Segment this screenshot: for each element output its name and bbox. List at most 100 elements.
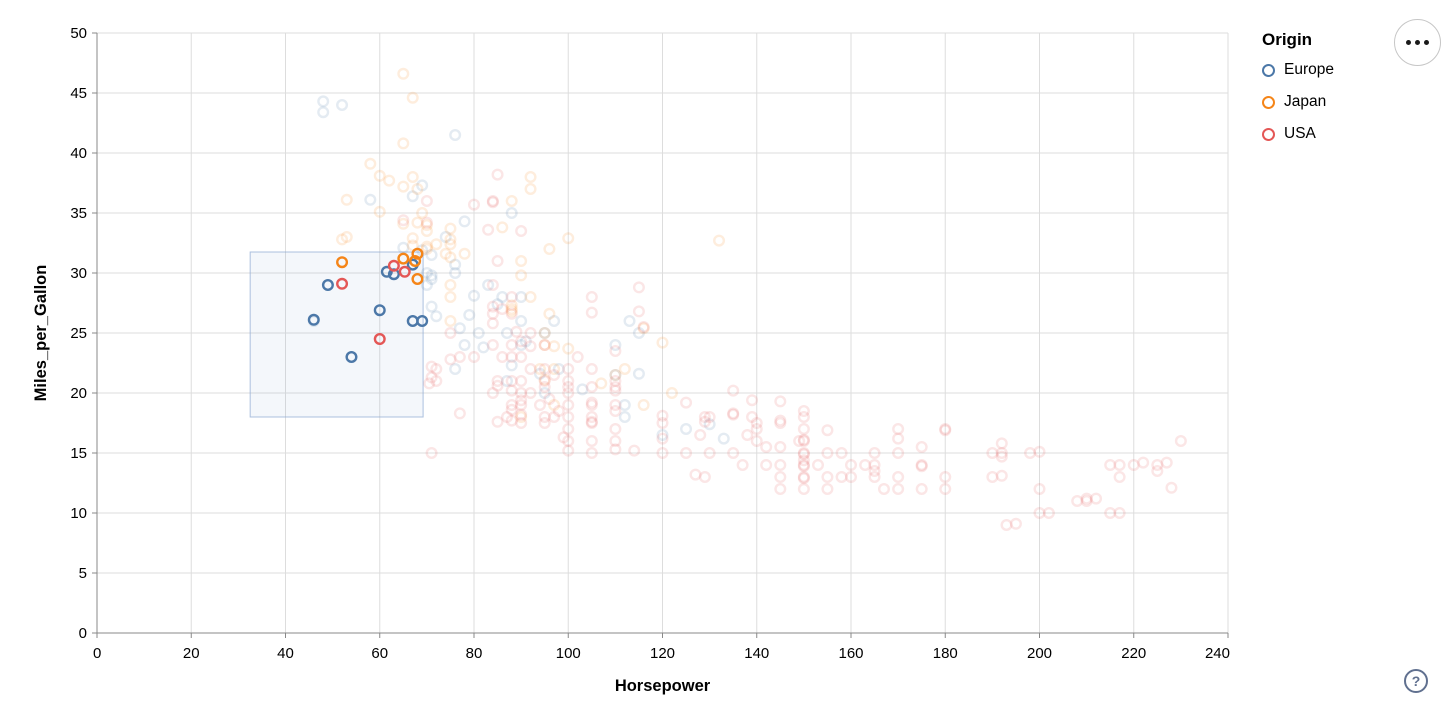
data-point-usa (868, 447, 881, 460)
data-point-usa (821, 424, 834, 437)
data-point-europe (453, 322, 466, 335)
data-point-usa (609, 443, 622, 456)
data-point-europe (632, 327, 645, 340)
data-point-europe (656, 429, 669, 442)
data-point-usa (609, 399, 622, 412)
data-point-usa (397, 214, 410, 227)
data-point-japan (595, 377, 608, 390)
data-point-usa (496, 303, 509, 316)
data-point-usa (515, 387, 528, 400)
data-point-japan (515, 269, 528, 282)
data-point-usa (760, 459, 773, 472)
data-point-usa (750, 435, 763, 448)
data-point-usa (1127, 459, 1140, 472)
data-point-usa (892, 432, 905, 445)
data-point-usa (562, 423, 575, 436)
data-point-japan (505, 305, 518, 318)
data-point-usa (698, 415, 711, 428)
y-tick-label: 40 (70, 145, 87, 162)
data-point-usa (698, 471, 711, 484)
data-point-usa (510, 325, 523, 338)
data-point-usa (425, 371, 438, 384)
data-point-usa (1042, 507, 1055, 520)
data-point-usa (585, 411, 598, 424)
x-axis-title: Horsepower (615, 677, 711, 695)
data-point-usa (515, 417, 528, 430)
data-point-europe (515, 339, 528, 352)
data-point-japan (397, 217, 410, 230)
data-point-usa (868, 471, 881, 484)
data-point-usa (491, 415, 504, 428)
data-point-usa (571, 351, 584, 364)
data-point-usa (505, 384, 518, 397)
data-point-japan (420, 218, 433, 231)
data-point-europe (458, 215, 471, 228)
data-point-usa (609, 384, 622, 397)
legend-swatch-europe (1262, 63, 1275, 77)
data-point-usa (632, 281, 645, 294)
data-point-usa (486, 387, 499, 400)
help-button[interactable]: ? (1404, 669, 1428, 693)
data-point-selected-japan (409, 255, 422, 268)
data-point-europe (632, 367, 645, 380)
data-point-usa (1080, 495, 1093, 508)
legend-item-europe: Europe (1262, 60, 1334, 80)
data-point-usa (562, 381, 575, 394)
data-point-japan (411, 216, 424, 229)
data-point-usa (430, 375, 443, 388)
data-point-usa (703, 447, 716, 460)
data-point-usa (1113, 459, 1126, 472)
data-point-usa (444, 353, 457, 366)
data-point-usa (585, 363, 598, 376)
data-point-selected-japan (397, 252, 410, 265)
legend-swatch-usa (1262, 127, 1275, 141)
data-point-selected-usa (398, 265, 411, 278)
data-point-usa (538, 381, 551, 394)
data-point-europe (703, 418, 716, 431)
data-point-usa (562, 411, 575, 424)
data-point-usa (486, 196, 499, 209)
data-point-europe (449, 267, 462, 280)
options-menu-button[interactable] (1394, 19, 1441, 66)
data-point-japan (496, 221, 509, 234)
data-point-usa (774, 417, 787, 430)
data-point-europe (538, 327, 551, 340)
data-point-japan (505, 194, 518, 207)
x-tick-label: 160 (838, 645, 863, 662)
data-point-europe (463, 309, 476, 322)
data-point-usa (1137, 456, 1150, 469)
data-point-usa (562, 444, 575, 457)
data-point-usa (774, 441, 787, 454)
data-point-japan (364, 157, 377, 170)
data-point-usa (892, 471, 905, 484)
data-point-usa (1104, 507, 1117, 520)
data-point-japan (548, 399, 561, 412)
data-point-usa (524, 363, 537, 376)
data-point-usa (505, 403, 518, 416)
legend: Origin Europe Japan USA (1262, 30, 1334, 156)
data-point-usa (524, 340, 537, 353)
data-point-europe (416, 179, 429, 192)
data-point-usa (505, 307, 518, 320)
data-point-usa (797, 471, 810, 484)
data-point-usa (515, 399, 528, 412)
data-point-usa (915, 483, 928, 496)
x-tick-label: 200 (1027, 645, 1052, 662)
data-point-usa (727, 447, 740, 460)
data-point-japan (406, 91, 419, 104)
data-point-europe (439, 230, 452, 243)
data-point-usa (430, 363, 443, 376)
data-point-selected-europe (380, 265, 393, 278)
data-point-usa (995, 450, 1008, 463)
data-point-europe (449, 128, 462, 141)
data-point-usa (585, 435, 598, 448)
data-point-usa (632, 305, 645, 318)
x-tick-label: 140 (744, 645, 769, 662)
data-point-japan (533, 363, 546, 376)
data-point-usa (444, 327, 457, 340)
data-point-usa (515, 351, 528, 364)
x-tick-label: 80 (466, 645, 483, 662)
data-point-usa (774, 414, 787, 427)
data-point-usa (877, 483, 890, 496)
